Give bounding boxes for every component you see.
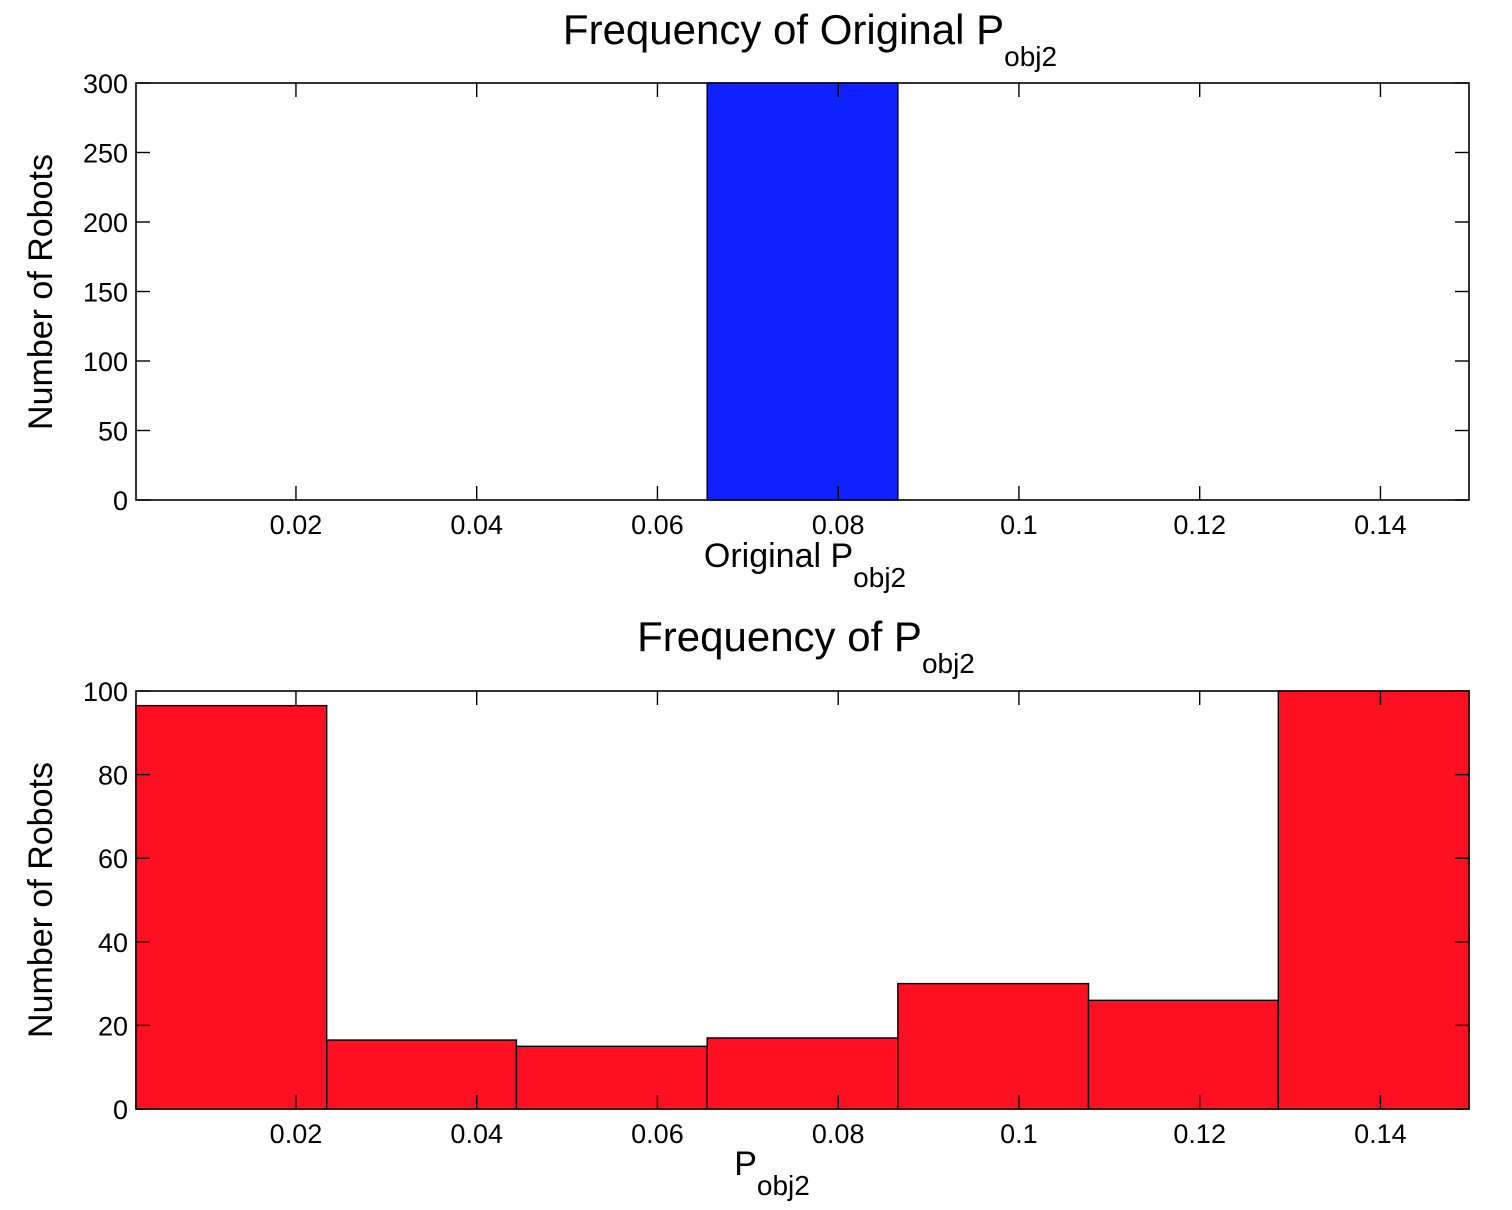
chart-2-x-tick-label: 0.06 xyxy=(631,1119,684,1149)
chart-p-obj2: Frequency of Pobj2 0.02 0.04 0.06 0.08 0.1 0.… xyxy=(22,613,1470,1201)
chart-2-x-axis-label: Pobj2 xyxy=(734,1145,810,1201)
chart-1-y-tick-label: 100 xyxy=(83,347,128,377)
chart-2-x-tick-label: 0.14 xyxy=(1354,1119,1407,1149)
chart-1-x-tick-label: 0.12 xyxy=(1173,510,1226,540)
chart-2-y-tick-label: 0 xyxy=(113,1095,128,1125)
chart-2-x-tick-label: 0.12 xyxy=(1173,1119,1226,1149)
chart-1-x-tick-label: 0.08 xyxy=(812,510,865,540)
chart-2-bar-7 xyxy=(1277,690,1470,1110)
chart-2-y-tick-label: 60 xyxy=(98,844,128,874)
chart-1-y-axis-label: Number of Robots xyxy=(22,154,60,430)
chart-1-x-tick-label: 0.02 xyxy=(270,510,323,540)
chart-1-title: Frequency of Original Pobj2 xyxy=(563,6,1057,72)
chart-1-y-tick-label: 150 xyxy=(83,278,128,308)
chart-1-x-tick-label: 0.14 xyxy=(1354,510,1407,540)
chart-original-p-obj2: Frequency of Original Pobj2 0.02 0.04 0.06… xyxy=(22,6,1470,593)
chart-2-bar-3 xyxy=(515,1045,708,1110)
chart-1-x-tick-label: 0.1 xyxy=(1000,510,1038,540)
chart-1-bars xyxy=(706,82,899,501)
chart-2-bar-1 xyxy=(135,704,328,1110)
chart-1-x-tick-label: 0.06 xyxy=(631,510,684,540)
chart-2-x-tick-label: 0.04 xyxy=(450,1119,503,1149)
chart-2-x-tick-label: 0.1 xyxy=(1000,1119,1038,1149)
chart-2-x-tick-label: 0.08 xyxy=(812,1119,865,1149)
chart-2-y-tick-label: 20 xyxy=(98,1011,128,1041)
chart-2-bar-6 xyxy=(1087,999,1280,1110)
chart-1-y-tick-label: 300 xyxy=(83,69,128,99)
chart-1-bar-1 xyxy=(706,82,899,501)
chart-2-x-tick-label: 0.02 xyxy=(270,1119,323,1149)
chart-2-ticks: 0.02 0.04 0.06 0.08 0.1 0.12 0.14 0 20 40 60 80 100 xyxy=(83,677,1469,1149)
chart-1-y-tick-label: 200 xyxy=(83,208,128,238)
chart-2-bars xyxy=(135,690,1470,1110)
chart-2-y-tick-label: 40 xyxy=(98,928,128,958)
chart-1-x-axis-label: Original Pobj2 xyxy=(704,537,906,593)
chart-2-bar-4 xyxy=(706,1037,899,1110)
chart-2-title: Frequency of Pobj2 xyxy=(637,613,975,679)
chart-2-bar-5 xyxy=(897,982,1090,1110)
chart-1-x-tick-label: 0.04 xyxy=(450,510,503,540)
chart-2-y-tick-label: 80 xyxy=(98,761,128,791)
chart-1-y-tick-label: 0 xyxy=(113,486,128,516)
chart-2-bar-2 xyxy=(325,1039,518,1110)
chart-2-y-axis-label: Number of Robots xyxy=(22,762,60,1038)
chart-2-y-tick-label: 100 xyxy=(83,677,128,707)
chart-1-y-tick-label: 50 xyxy=(98,417,128,447)
chart-1-y-tick-label: 250 xyxy=(83,139,128,169)
chart-1-ticks: 0.02 0.04 0.06 0.08 0.1 0.12 0.14 0 50 100 150 200 2… xyxy=(83,69,1469,540)
